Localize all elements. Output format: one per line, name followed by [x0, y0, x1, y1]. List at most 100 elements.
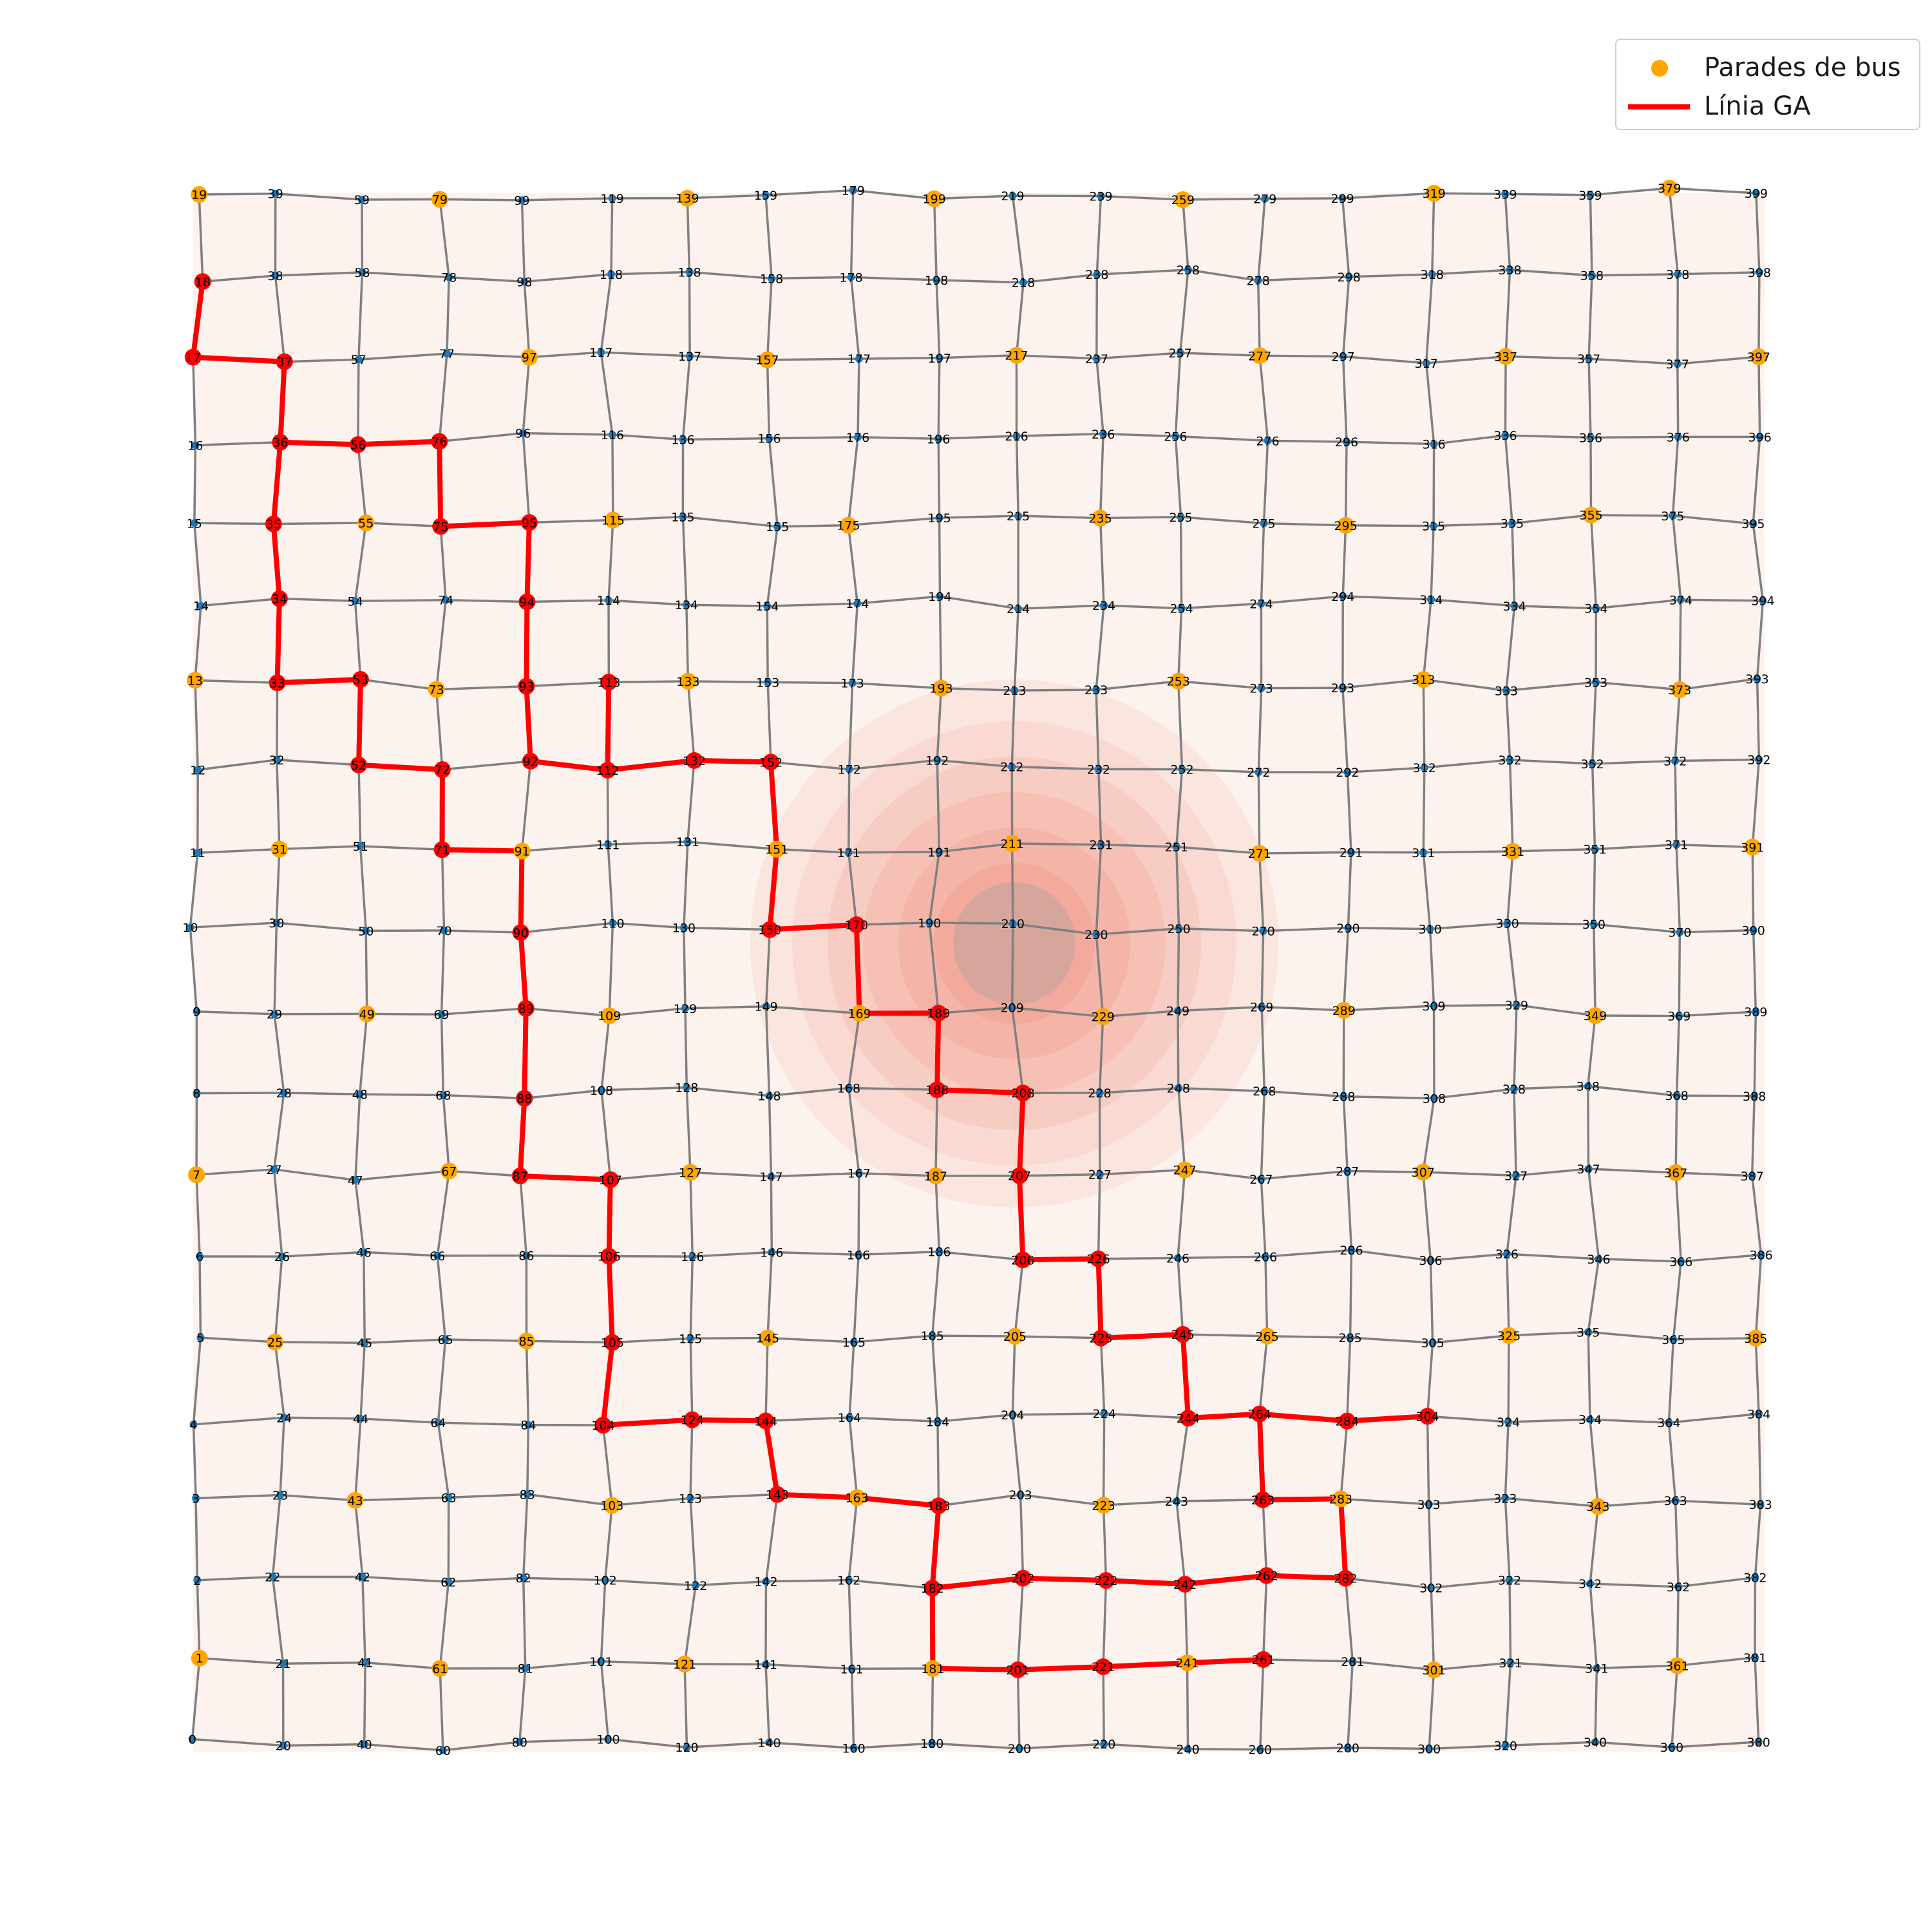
- street-edge: [853, 1334, 933, 1343]
- street-edge: [1587, 275, 1593, 359]
- street-edge: [765, 189, 853, 196]
- street-edge: [1592, 759, 1676, 765]
- bus-stop-node: [925, 190, 943, 207]
- bus-stop-node: [1251, 845, 1268, 862]
- street-edge: [195, 1175, 201, 1257]
- node-label: 228: [1088, 1086, 1111, 1101]
- node-label: 28: [276, 1086, 292, 1101]
- node-label: 227: [1088, 1168, 1112, 1182]
- street-edge: [1188, 1748, 1260, 1751]
- street-edge: [193, 445, 197, 524]
- bus-stop-node: [676, 1655, 694, 1672]
- street-node: [356, 842, 365, 850]
- node-label: 135: [671, 510, 694, 524]
- node-label: 286: [1340, 1244, 1363, 1258]
- bus-stop-node: [191, 1649, 208, 1667]
- node-label: 231: [1090, 838, 1113, 853]
- street-node: [934, 435, 943, 443]
- node-label: 393: [1745, 672, 1768, 687]
- node-label: 31: [272, 842, 287, 857]
- node-label: 396: [1748, 430, 1772, 444]
- node-label: 4: [189, 1418, 197, 1432]
- node-label: 1: [196, 1652, 204, 1666]
- node-label: 47: [348, 1173, 363, 1188]
- street-edge: [612, 1337, 691, 1344]
- bus-stop-node: [440, 1162, 458, 1180]
- street-node: [679, 513, 687, 521]
- bus-stop-node: [848, 1489, 866, 1506]
- node-label: 90: [513, 926, 528, 940]
- node-label: 346: [1587, 1253, 1610, 1267]
- node-label: 60: [435, 1744, 451, 1758]
- node-label: 297: [1331, 350, 1354, 365]
- bus-stop-node: [188, 1166, 205, 1184]
- street-node: [192, 1494, 200, 1502]
- node-label: 24: [276, 1411, 292, 1425]
- street-edge: [523, 431, 612, 436]
- node-label: 61: [432, 1662, 448, 1676]
- street-node: [1512, 1001, 1520, 1009]
- street-edge: [1101, 194, 1183, 201]
- street-edge: [1102, 1667, 1105, 1745]
- node-label: 189: [927, 1007, 950, 1021]
- street-edge: [1678, 600, 1682, 690]
- street-edge: [1432, 269, 1510, 276]
- street-edge: [1587, 1086, 1590, 1170]
- node-label: 277: [1248, 349, 1271, 363]
- street-edge: [1340, 1421, 1349, 1499]
- node-label: 172: [838, 763, 861, 777]
- node-label: 111: [596, 838, 620, 852]
- street-edge: [765, 1416, 850, 1423]
- node-label: 329: [1505, 999, 1528, 1013]
- node-label: 322: [1498, 1574, 1521, 1588]
- node-label: 127: [679, 1166, 702, 1180]
- node-label: 373: [1668, 683, 1691, 697]
- node-label: 188: [925, 1083, 949, 1097]
- node-label: 274: [1249, 597, 1273, 611]
- node-label: 296: [1335, 435, 1358, 450]
- street-node: [1174, 1084, 1182, 1092]
- node-label: 269: [1250, 1001, 1273, 1015]
- bus-stop-node: [1425, 185, 1443, 202]
- street-edge: [683, 437, 770, 441]
- street-edge: [1179, 516, 1183, 609]
- street-edge: [442, 1741, 520, 1752]
- node-label: 268: [1253, 1084, 1276, 1099]
- street-edge: [439, 431, 524, 443]
- street-node: [1422, 359, 1430, 367]
- node-label: 358: [1580, 269, 1604, 283]
- street-edge: [1019, 1743, 1104, 1750]
- street-edge: [1346, 772, 1352, 853]
- street-edge: [1425, 363, 1435, 444]
- route-node: [600, 1247, 618, 1265]
- street-edge: [1258, 355, 1269, 441]
- street-edge: [1430, 1587, 1435, 1670]
- street-edge: [1012, 922, 1097, 936]
- street-edge: [692, 1251, 772, 1258]
- street-edge: [1177, 1170, 1186, 1258]
- street-node: [360, 1740, 368, 1748]
- node-label: 183: [927, 1499, 950, 1513]
- street-edge: [848, 1578, 933, 1589]
- street-node: [191, 441, 200, 450]
- node-label: 99: [514, 194, 529, 208]
- node-label: 344: [1578, 1413, 1602, 1427]
- street-edge: [1513, 1084, 1588, 1090]
- node-label: 184: [926, 1415, 949, 1429]
- street-edge: [1675, 758, 1759, 762]
- street-edge: [935, 279, 941, 358]
- street-edge: [443, 1094, 525, 1100]
- bus-stop-node: [1258, 1327, 1276, 1345]
- street-edge: [359, 1343, 366, 1419]
- street-edge: [603, 1505, 613, 1580]
- node-label: 216: [1005, 430, 1028, 444]
- street-node: [1343, 768, 1352, 777]
- street-edge: [1590, 187, 1670, 196]
- node-label: 76: [431, 435, 447, 450]
- street-edge: [1258, 853, 1265, 931]
- route-node: [522, 752, 539, 770]
- street-node: [440, 926, 448, 934]
- street-edge: [196, 1580, 201, 1658]
- street-edge: [448, 1577, 524, 1584]
- street-edge: [526, 681, 609, 688]
